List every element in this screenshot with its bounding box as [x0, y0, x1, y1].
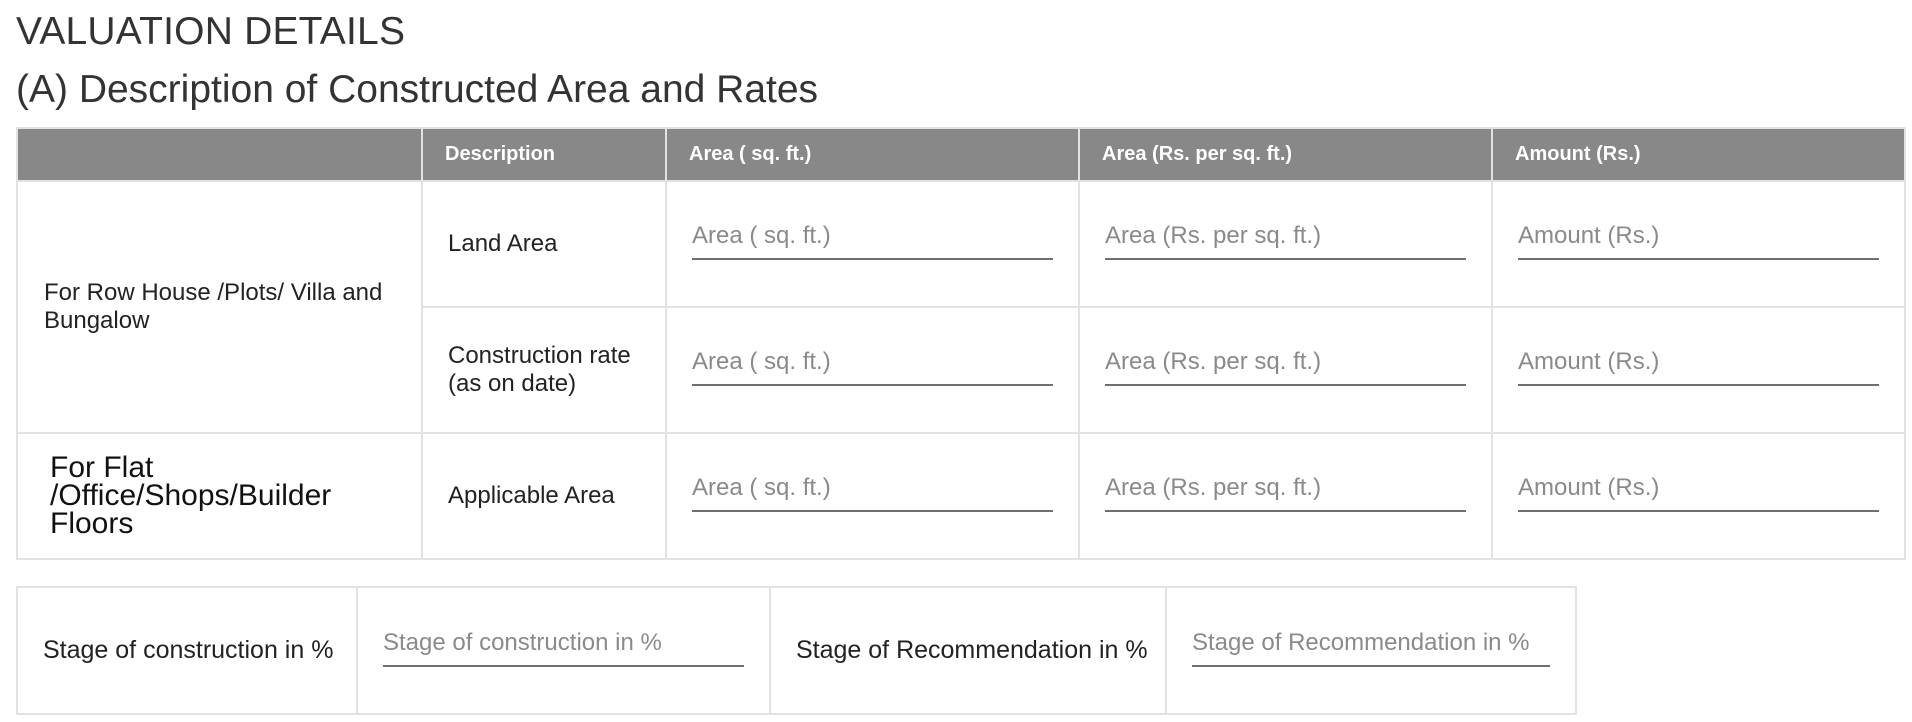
applicable-area-rate-input[interactable] — [1105, 474, 1466, 512]
table-row: For Row House /Plots/ Villa and Bungalow… — [16, 180, 1906, 434]
table-header-row: Description Area ( sq. ft.) Area (Rs. pe… — [16, 127, 1906, 182]
stage-recommendation-label: Stage of Recommendation in % — [769, 586, 1167, 715]
applicable-area-sqft-input[interactable] — [692, 474, 1053, 512]
stage-construction-input[interactable] — [383, 628, 744, 667]
category-flat-office-shops: For Flat /Office/Shops/Builder Floors — [16, 432, 423, 560]
table-row: Stage of construction in % Stage of Reco… — [16, 586, 1577, 715]
land-area-rate-input[interactable] — [1105, 222, 1466, 260]
header-category — [16, 127, 423, 182]
description-land-area: Land Area — [421, 180, 667, 308]
table-row: Construction rate (as on date) — [17, 306, 1906, 434]
constructed-area-rates-table: Description Area ( sq. ft.) Area (Rs. pe… — [16, 127, 1906, 560]
header-rate: Area (Rs. per sq. ft.) — [1078, 127, 1493, 182]
header-amount: Amount (Rs.) — [1491, 127, 1906, 182]
land-area-sqft-input[interactable] — [692, 222, 1053, 260]
stage-recommendation-input[interactable] — [1192, 628, 1550, 667]
stage-table: Stage of construction in % Stage of Reco… — [16, 586, 1577, 715]
table-row: For Flat /Office/Shops/Builder Floors Ap… — [16, 432, 1906, 560]
section-subtitle: (A) Description of Constructed Area and … — [16, 68, 819, 111]
construction-rate-rate-input[interactable] — [1105, 348, 1466, 386]
description-construction-rate: Construction rate (as on date) — [421, 306, 667, 434]
land-area-amount-input[interactable] — [1518, 222, 1879, 260]
description-applicable-area: Applicable Area — [421, 432, 667, 560]
stage-construction-label: Stage of construction in % — [16, 586, 358, 715]
category-row-house-plots: For Row House /Plots/ Villa and Bungalow — [16, 180, 423, 434]
header-area: Area ( sq. ft.) — [665, 127, 1080, 182]
page-title: VALUATION DETAILS — [16, 10, 406, 53]
applicable-area-amount-input[interactable] — [1518, 474, 1879, 512]
header-description: Description — [421, 127, 667, 182]
construction-rate-amount-input[interactable] — [1518, 348, 1879, 386]
construction-rate-sqft-input[interactable] — [692, 348, 1053, 386]
